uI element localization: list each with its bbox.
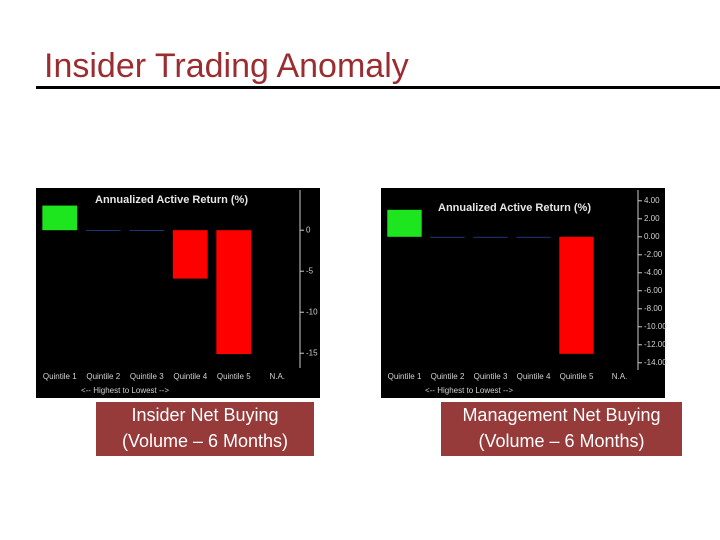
y-tick-label: -10: [306, 307, 318, 316]
x-tick-label: Quintile 3: [130, 372, 164, 381]
x-axis-label: <-- Highest to Lowest -->: [425, 386, 513, 395]
chart-title: Annualized Active Return (%): [438, 202, 591, 214]
x-tick-label: Quintile 4: [173, 372, 207, 381]
x-axis-label: <-- Highest to Lowest -->: [81, 386, 169, 395]
x-tick-label: Quintile 1: [43, 372, 77, 381]
bar: [85, 230, 121, 232]
caption: (Volume – 6 Months): [478, 431, 644, 451]
bar: [559, 236, 594, 354]
y-tick-label: -10.00: [644, 322, 667, 331]
y-tick-label: -15: [306, 348, 318, 357]
y-tick-label: -4.00: [644, 268, 663, 277]
y-tick-label: 0.00: [644, 232, 660, 241]
slide-title: Insider Trading Anomaly: [44, 47, 409, 85]
bar: [129, 230, 165, 232]
x-tick-label: Quintile 5: [560, 372, 594, 381]
x-tick-label: N.A.: [269, 372, 285, 381]
y-tick-label: 4.00: [644, 196, 660, 205]
caption-box: [96, 402, 314, 456]
bar: [172, 230, 208, 279]
y-tick-label: 0: [306, 225, 311, 234]
bar: [473, 236, 508, 238]
y-tick-label: -8.00: [644, 304, 663, 313]
caption: Insider Net Buying: [131, 405, 278, 425]
x-tick-label: Quintile 2: [86, 372, 120, 381]
y-tick-label: -14.00: [644, 358, 667, 367]
y-tick-label: 2.00: [644, 214, 660, 223]
x-tick-label: N.A.: [612, 372, 628, 381]
chart-background: [381, 188, 665, 398]
caption: Management Net Buying: [462, 405, 660, 425]
chart-title: Annualized Active Return (%): [95, 194, 248, 206]
x-tick-label: Quintile 4: [517, 372, 551, 381]
title-rule: [36, 86, 720, 89]
y-tick-label: -2.00: [644, 250, 663, 259]
x-tick-label: Quintile 5: [217, 372, 251, 381]
caption: (Volume – 6 Months): [122, 431, 288, 451]
y-tick-label: -12.00: [644, 340, 667, 349]
bar: [387, 209, 422, 237]
bar: [430, 236, 465, 238]
bar: [42, 205, 78, 231]
caption-box: [441, 402, 682, 456]
chart-background: [36, 188, 320, 398]
x-tick-label: Quintile 1: [388, 372, 422, 381]
x-tick-label: Quintile 3: [474, 372, 508, 381]
bar: [216, 230, 252, 355]
bar: [516, 236, 551, 238]
y-tick-label: -6.00: [644, 286, 663, 295]
y-tick-label: -5: [306, 266, 314, 275]
x-tick-label: Quintile 2: [431, 372, 465, 381]
